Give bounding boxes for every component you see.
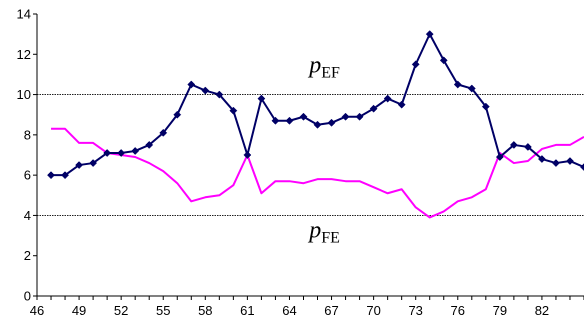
data-point-p_EF xyxy=(271,116,280,125)
data-point-p_EF xyxy=(75,161,84,170)
data-point-p_EF xyxy=(257,94,266,103)
data-point-p_EF xyxy=(313,120,322,129)
data-point-p_EF xyxy=(285,116,294,125)
x-tick-label: 46 xyxy=(30,303,44,318)
data-point-p_EF xyxy=(425,30,434,39)
data-point-p_EF xyxy=(580,163,584,172)
x-tick-label: 52 xyxy=(114,303,128,318)
y-tick-label: 0 xyxy=(24,289,31,304)
data-point-p_EF xyxy=(47,171,55,180)
data-point-p_EF xyxy=(411,60,420,69)
data-point-p_EF xyxy=(117,149,126,157)
x-tick-label: 79 xyxy=(493,303,507,318)
x-tick-label: 82 xyxy=(535,303,549,318)
data-point-p_EF xyxy=(243,151,252,159)
y-tick-label: 8 xyxy=(24,127,31,142)
x-tick-label: 70 xyxy=(366,303,380,318)
x-tick-label: 73 xyxy=(408,303,422,318)
x-tick-label: 49 xyxy=(72,303,86,318)
data-point-p_EF xyxy=(131,147,140,155)
data-point-p_EF xyxy=(495,153,504,161)
y-tick-label: 6 xyxy=(24,168,31,183)
x-tick-label: 55 xyxy=(156,303,170,318)
data-point-p_EF xyxy=(89,159,98,168)
x-tick-label: 58 xyxy=(198,303,212,318)
annotation-base: p xyxy=(307,52,321,78)
data-point-p_EF xyxy=(566,157,574,165)
data-point-p_EF xyxy=(355,112,364,121)
x-tick-label: 64 xyxy=(282,303,296,318)
data-point-p_EF xyxy=(509,140,518,149)
data-point-p_EF xyxy=(439,56,448,65)
series-layer xyxy=(47,30,584,219)
data-point-p_EF xyxy=(453,80,462,89)
x-tick-label: 76 xyxy=(451,303,465,318)
y-tick-label: 4 xyxy=(24,208,31,223)
y-tick-label: 10 xyxy=(17,87,31,102)
data-point-p_EF xyxy=(173,110,182,119)
x-tick-label: 67 xyxy=(324,303,338,318)
data-point-p_EF xyxy=(537,155,546,163)
data-point-p_EF xyxy=(103,149,112,157)
grid-layer xyxy=(37,94,584,216)
data-point-p_EF xyxy=(299,112,308,121)
data-point-p_EF xyxy=(369,104,378,113)
annotation-subscript: EF xyxy=(321,64,340,81)
annotation-subscript: FE xyxy=(321,230,340,247)
series-annotation: pFE xyxy=(307,218,340,247)
x-tick-label: 61 xyxy=(240,303,254,318)
data-point-p_EF xyxy=(215,90,224,99)
data-point-p_EF xyxy=(159,128,168,137)
data-point-p_EF xyxy=(551,159,560,168)
data-point-p_EF xyxy=(397,100,406,109)
y-tick-label: 2 xyxy=(24,248,31,263)
data-point-p_EF xyxy=(523,142,532,151)
data-point-p_EF xyxy=(467,84,476,93)
data-point-p_EF xyxy=(201,86,210,95)
data-point-p_EF xyxy=(61,171,70,180)
data-point-p_EF xyxy=(187,80,196,89)
data-point-p_EF xyxy=(341,112,350,121)
data-point-p_EF xyxy=(383,94,392,103)
y-tick-label: 12 xyxy=(17,47,31,62)
data-point-p_EF xyxy=(229,106,238,115)
series-annotation: pEF xyxy=(307,52,340,81)
data-point-p_EF xyxy=(481,102,490,111)
annotation-base: p xyxy=(307,218,321,244)
series-line-p_FE xyxy=(51,127,584,219)
data-point-p_EF xyxy=(145,140,154,149)
data-point-p_EF xyxy=(327,118,336,127)
y-tick-label: 14 xyxy=(17,7,31,22)
